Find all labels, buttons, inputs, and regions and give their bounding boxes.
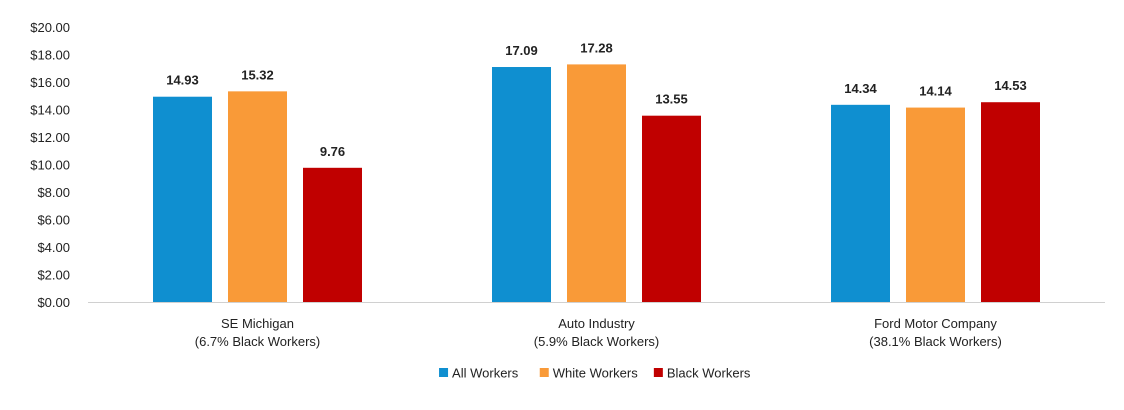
y-tick-label: $10.00 — [30, 158, 70, 173]
data-label: 9.76 — [320, 144, 345, 159]
x-category-label: Ford Motor Company (38.1% Black Workers) — [869, 316, 1002, 349]
data-label: 17.28 — [580, 40, 613, 55]
bar — [492, 67, 551, 302]
data-label: 13.55 — [655, 92, 688, 107]
bar — [228, 91, 287, 302]
data-labels: 14.93 15.32 9.76 17.09 17.28 13.55 14.34 14.14 1… — [166, 40, 1027, 158]
bar — [831, 104, 890, 302]
data-label: 14.14 — [919, 84, 952, 99]
y-tick-label: $4.00 — [37, 240, 70, 255]
y-tick-label: $2.00 — [37, 268, 70, 283]
y-tick-label: $14.00 — [30, 103, 70, 118]
y-tick-label: $18.00 — [30, 48, 70, 63]
legend: All Workers White Workers Black Workers — [439, 366, 751, 381]
bar — [642, 115, 701, 302]
data-label: 14.34 — [844, 81, 877, 96]
legend-swatch — [439, 368, 449, 377]
legend-label: White Workers — [553, 366, 638, 381]
y-tick-label: $6.00 — [37, 213, 70, 228]
data-label: 15.32 — [241, 67, 274, 82]
bar — [981, 102, 1040, 303]
bar — [906, 107, 965, 302]
y-tick-label: $8.00 — [37, 185, 70, 200]
x-category-label: SE Michigan (6.7% Black Workers) — [195, 316, 320, 349]
legend-label: Black Workers — [667, 366, 751, 381]
y-tick-label: $0.00 — [37, 295, 70, 310]
y-tick-label: $16.00 — [30, 75, 70, 90]
data-label: 14.53 — [994, 78, 1027, 93]
legend-label: All Workers — [452, 366, 519, 381]
legend-swatch — [539, 368, 549, 377]
x-axis: SE Michigan (6.7% Black Workers) Auto Indu… — [88, 302, 1105, 349]
y-tick-label: $12.00 — [30, 130, 70, 145]
x-category-label: Auto Industry (5.9% Black Workers) — [534, 316, 659, 349]
y-axis: $0.00 $2.00 $4.00 $6.00 $8.00 $10.00 $12.00 $14… — [30, 20, 70, 310]
bar — [303, 167, 362, 302]
data-label: 17.09 — [505, 43, 538, 58]
data-label: 14.93 — [166, 73, 199, 88]
y-tick-label: $20.00 — [30, 20, 70, 35]
legend-swatch — [653, 368, 663, 377]
bar — [153, 96, 212, 303]
bars — [153, 64, 1040, 303]
bar — [567, 64, 626, 303]
